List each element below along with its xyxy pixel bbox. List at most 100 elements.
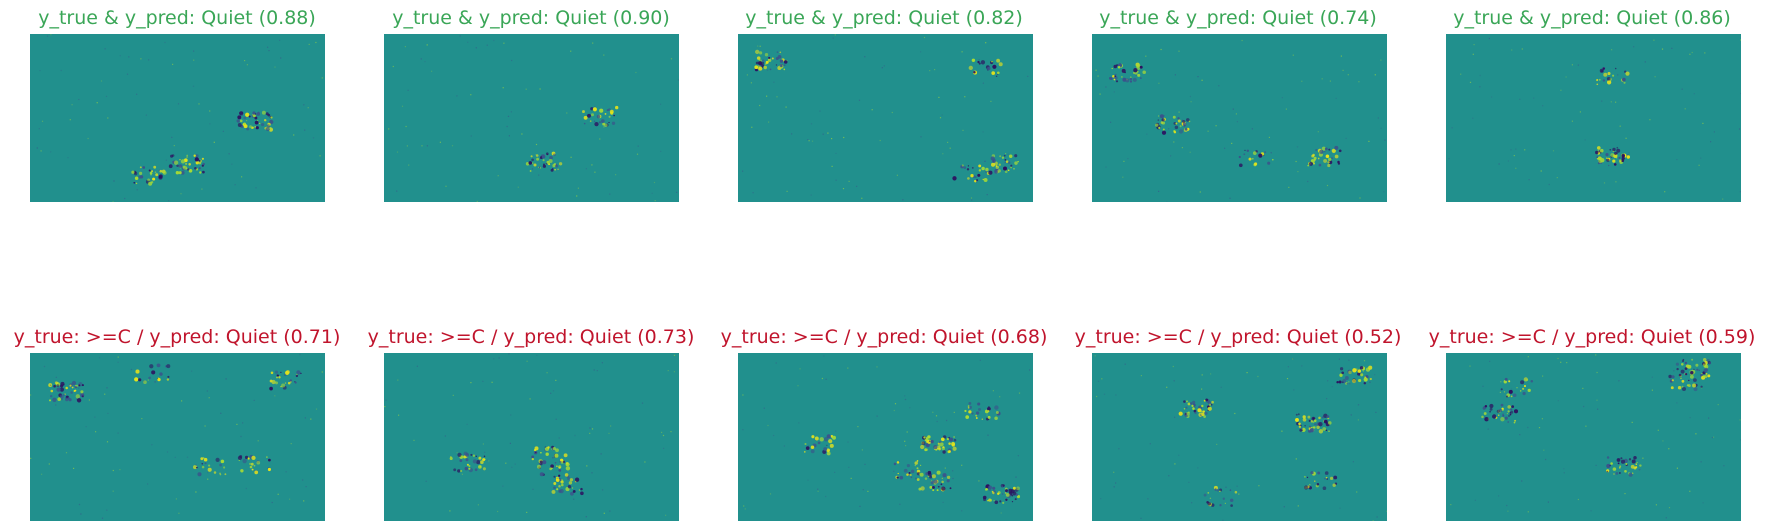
noise-speck — [117, 432, 119, 434]
flux-speck — [1504, 377, 1508, 381]
noise-speck — [1585, 425, 1587, 427]
flux-speck — [967, 405, 970, 407]
flux-speck — [1207, 502, 1212, 506]
flux-speck — [256, 460, 261, 465]
flux-speck — [472, 459, 478, 464]
flux-speck — [991, 159, 996, 163]
flux-speck — [1254, 162, 1258, 166]
noise-speck — [592, 42, 594, 44]
noise-speck — [191, 370, 193, 372]
flux-speck — [1680, 369, 1685, 374]
noise-speck — [128, 56, 130, 58]
noise-speck — [670, 58, 673, 60]
noise-speck — [105, 95, 108, 97]
noise-speck — [257, 440, 259, 442]
flux-speck — [1016, 495, 1021, 499]
noise-speck — [1548, 183, 1550, 186]
magnetogram-image — [384, 353, 679, 521]
noise-speck — [954, 445, 956, 447]
flux-speck — [968, 405, 972, 410]
noise-speck — [1178, 50, 1180, 52]
flux-speck — [1109, 76, 1112, 80]
flux-speck — [1509, 413, 1512, 416]
flux-speck — [280, 371, 282, 374]
noise-speck — [1326, 398, 1328, 400]
noise-speck — [1601, 100, 1603, 102]
flux-speck — [1311, 416, 1316, 421]
flux-speck — [1671, 379, 1674, 382]
flux-speck — [952, 176, 957, 181]
flux-speck — [276, 376, 278, 379]
flux-speck — [592, 107, 597, 112]
flux-speck — [1013, 167, 1015, 170]
flux-speck — [783, 64, 786, 66]
flux-speck — [468, 464, 471, 468]
flux-speck — [1348, 370, 1352, 375]
panel-title: y_true: >=C / y_pred: Quiet (0.59) — [1428, 326, 1756, 348]
noise-speck — [1528, 179, 1530, 181]
flux-speck — [553, 482, 557, 485]
flux-speck — [924, 477, 928, 480]
flux-speck — [476, 459, 481, 465]
flux-speck — [537, 464, 541, 469]
noise-speck — [1191, 502, 1193, 504]
noise-speck — [1596, 399, 1598, 401]
flux-speck — [756, 56, 761, 60]
noise-speck — [1234, 412, 1236, 415]
flux-speck — [131, 170, 135, 174]
magnetogram-svg — [36, 34, 323, 202]
noise-speck — [1689, 490, 1691, 492]
noise-speck — [71, 104, 73, 106]
flux-speck — [1209, 404, 1211, 406]
flux-speck — [468, 467, 471, 470]
noise-speck — [192, 85, 195, 87]
flux-speck — [545, 452, 549, 456]
noise-speck — [398, 414, 400, 416]
flux-speck — [1161, 130, 1167, 135]
noise-speck — [1097, 380, 1100, 382]
flux-speck — [1492, 414, 1497, 419]
noise-speck — [1374, 74, 1376, 76]
flux-speck — [1339, 367, 1344, 371]
noise-speck — [119, 469, 121, 471]
flux-speck — [978, 62, 981, 65]
flux-speck — [1514, 419, 1517, 422]
flux-speck — [1222, 497, 1225, 500]
flux-speck — [1326, 415, 1330, 418]
flux-speck — [758, 60, 762, 65]
panel-title: y_true & y_pred: Quiet (0.88) — [38, 7, 316, 29]
flux-speck — [1369, 381, 1371, 384]
flux-speck — [587, 113, 591, 118]
flux-speck — [1363, 382, 1366, 385]
flux-speck — [259, 122, 261, 125]
flux-speck — [549, 467, 553, 471]
noise-speck — [1579, 111, 1581, 113]
noise-speck — [667, 370, 669, 372]
noise-speck — [421, 145, 423, 147]
flux-speck — [224, 473, 227, 476]
noise-speck — [1527, 426, 1529, 429]
magnetogram-svg — [742, 34, 1029, 201]
flux-speck — [1612, 467, 1617, 471]
flux-speck — [195, 161, 199, 165]
flux-speck — [180, 170, 185, 175]
noise-speck — [1380, 59, 1382, 61]
noise-speck — [817, 488, 819, 490]
noise-speck — [40, 150, 42, 152]
noise-speck — [85, 426, 87, 428]
noise-speck — [938, 96, 940, 98]
flux-speck — [953, 436, 955, 438]
noise-speck — [240, 435, 242, 438]
noise-speck — [1519, 434, 1521, 436]
flux-speck — [276, 374, 279, 376]
flux-speck — [158, 174, 163, 179]
flux-speck — [553, 486, 556, 490]
flux-speck — [1192, 400, 1196, 404]
noise-speck — [451, 145, 454, 147]
noise-speck — [1173, 141, 1175, 143]
flux-speck — [450, 456, 452, 458]
flux-speck — [1012, 486, 1016, 490]
noise-speck — [1597, 408, 1599, 410]
noise-speck — [1469, 365, 1471, 367]
magnetogram-image — [30, 34, 325, 202]
